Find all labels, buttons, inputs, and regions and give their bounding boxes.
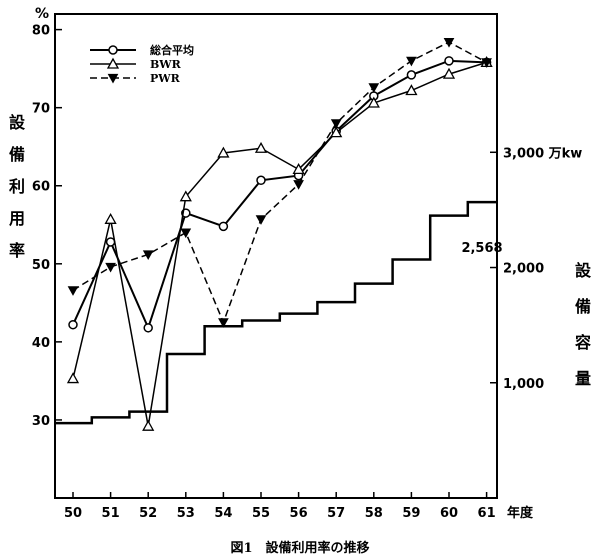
axis-label-char: 用: [9, 209, 25, 228]
legend-marker: [108, 45, 118, 55]
y-unit: %: [35, 6, 49, 22]
data-point: [330, 119, 342, 129]
data-point: [293, 180, 304, 190]
axis-label-char: 量: [575, 369, 591, 388]
capacity-step: [55, 200, 497, 425]
capacity-line: [55, 200, 497, 425]
axis-label-char: 容: [574, 333, 591, 352]
x-tick-label: 54: [214, 506, 232, 521]
x-tick-label: 52: [139, 506, 157, 521]
data-point: [367, 96, 380, 108]
data-point: [368, 83, 380, 93]
series-2: [67, 38, 492, 328]
x-unit: 年度: [507, 505, 534, 521]
data-point: [443, 38, 455, 48]
y2-tick-label: 2,000: [503, 262, 544, 277]
y-axis-ticks: 30 40 50 60 70 80: [32, 24, 62, 429]
plot-frame: [54, 13, 498, 499]
data-point: [105, 262, 116, 273]
series-line: [72, 41, 487, 325]
legend-label: 総合平均: [150, 43, 194, 57]
legend-label: PWR: [150, 72, 181, 85]
data-point: [218, 221, 229, 232]
axis-label-char: 設: [9, 113, 26, 132]
y-tick-label: 80: [32, 24, 50, 39]
series-lines: [66, 38, 493, 431]
y2-axis-ticks: 1,000 2,000 3,000 万kw: [490, 146, 582, 392]
legend-label: BWR: [150, 58, 182, 71]
data-point: [330, 126, 343, 138]
data-point: [67, 286, 79, 296]
data-point: [68, 319, 78, 330]
data-point: [66, 372, 80, 384]
y-tick-label: 30: [32, 414, 50, 429]
data-point: [104, 212, 117, 224]
axis-label-char: 備: [575, 297, 591, 316]
series-0: [68, 56, 492, 333]
legend-marker: [107, 73, 119, 84]
x-tick-label: 59: [402, 506, 420, 521]
data-point: [405, 84, 418, 96]
x-tick-label: 55: [252, 506, 270, 521]
data-point: [256, 175, 266, 186]
data-point: [143, 323, 153, 333]
x-tick-label: 61: [478, 506, 496, 521]
capacity-end-label: 2,568: [461, 241, 502, 256]
y-tick-label: 70: [32, 102, 50, 117]
data-point: [142, 250, 154, 260]
x-tick-label: 60: [440, 506, 458, 521]
figure-caption: 図1 設備利用率の推移: [230, 540, 369, 556]
data-point: [442, 67, 456, 79]
axis-label-char: 率: [9, 241, 25, 260]
data-point: [444, 56, 454, 66]
series-line: [72, 59, 487, 331]
series-line: [72, 61, 487, 427]
y2-tick-label: 3,000 万kw: [503, 146, 582, 161]
y-tick-label: 40: [32, 336, 50, 351]
y-axis-label: 設備利用率: [9, 113, 26, 260]
axis-label-char: 設: [575, 261, 592, 280]
data-point: [180, 228, 192, 239]
x-tick-label: 51: [102, 506, 120, 521]
data-point: [481, 58, 492, 68]
y-tick-label: 50: [32, 258, 50, 273]
x-tick-label: 56: [290, 506, 308, 521]
x-axis-ticks: 50 51 52 53 54 55 56 57 58 59 60 61: [64, 492, 496, 521]
x-tick-label: 58: [365, 506, 383, 521]
x-tick-label: 57: [327, 506, 345, 521]
y-tick-label: 60: [32, 180, 50, 195]
data-point: [406, 56, 417, 67]
data-point: [254, 141, 268, 153]
data-point: [105, 237, 116, 247]
series-1: [66, 56, 493, 431]
data-point: [406, 70, 417, 80]
x-tick-label: 53: [177, 506, 195, 521]
x-tick-label: 50: [64, 506, 82, 521]
data-point: [292, 163, 305, 174]
data-point: [142, 419, 155, 431]
legend-marker: [106, 57, 120, 69]
data-point: [179, 190, 192, 202]
data-point: [218, 318, 229, 328]
axis-label-char: 利: [9, 177, 25, 196]
data-point: [217, 146, 230, 158]
axis-label-char: 備: [9, 145, 25, 164]
data-point: [255, 215, 267, 225]
y2-tick-label: 1,000: [503, 377, 544, 392]
